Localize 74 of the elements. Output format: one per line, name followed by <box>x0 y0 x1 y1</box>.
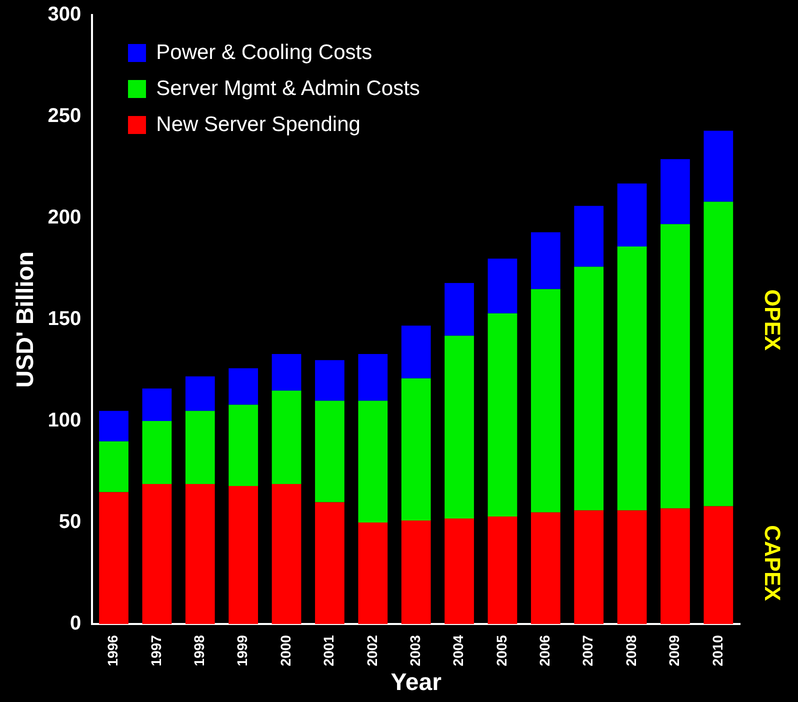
x-tick-label: 2001 <box>320 634 337 666</box>
bar <box>99 492 128 624</box>
bar <box>617 510 647 624</box>
y-tick-label: 100 <box>48 410 82 432</box>
y-tick-label: 0 <box>70 612 82 635</box>
x-tick-label: 2008 <box>622 634 639 666</box>
bar <box>99 410 128 442</box>
x-tick-label: 2000 <box>277 634 294 666</box>
x-tick-label: 1998 <box>191 634 207 666</box>
x-tick-label: 2005 <box>493 634 510 666</box>
bar <box>574 510 604 624</box>
bar <box>574 206 604 267</box>
legend-label: Power & Cooling Costs <box>156 41 372 65</box>
bar <box>530 512 560 624</box>
y-tick-label: 300 <box>48 4 82 26</box>
bar <box>142 421 172 484</box>
bar <box>99 441 128 492</box>
bar <box>488 516 518 624</box>
y-tick-label: 150 <box>48 308 82 330</box>
bar <box>704 202 734 506</box>
bar <box>444 282 474 336</box>
bar <box>401 520 431 624</box>
bar <box>617 246 647 510</box>
bar <box>142 388 172 422</box>
bar <box>530 232 560 290</box>
bar <box>530 289 560 512</box>
y-tick-label: 250 <box>48 105 82 128</box>
legend-label: New Server Spending <box>156 113 360 137</box>
bar <box>272 354 302 391</box>
bar <box>401 378 431 521</box>
bar <box>660 224 690 508</box>
bar <box>185 410 215 484</box>
bar <box>185 484 215 624</box>
x-tick-label: 2010 <box>709 634 726 666</box>
bar <box>228 486 258 624</box>
legend-label: Server Mgmt & Admin Costs <box>156 77 420 101</box>
bar <box>358 522 388 624</box>
text: OPEX <box>759 288 785 350</box>
bar <box>315 400 344 502</box>
bar <box>488 313 518 516</box>
x-tick-label: 1999 <box>234 634 250 666</box>
x-tick-label: 2004 <box>450 634 466 666</box>
bar <box>401 326 431 378</box>
bar <box>272 390 302 484</box>
bar <box>444 336 474 518</box>
x-tick-label: 1996 <box>104 634 121 666</box>
bar <box>574 266 604 510</box>
bar <box>185 376 215 411</box>
x-tick-label: 2007 <box>580 634 596 666</box>
bar <box>488 258 518 314</box>
bar <box>617 184 647 246</box>
bar <box>228 368 258 405</box>
y-axis-title: USD' Billion <box>12 251 40 388</box>
bar <box>660 508 690 624</box>
bar <box>228 404 258 486</box>
bar <box>444 518 474 624</box>
x-tick-label: 2003 <box>406 634 423 666</box>
y-tick-label: 50 <box>58 511 82 534</box>
bar <box>315 502 344 624</box>
y-tick-label: 200 <box>48 206 82 229</box>
x-tick-label: 2006 <box>536 634 553 666</box>
bar <box>704 506 734 624</box>
x-tick-label: 2002 <box>364 634 380 666</box>
bar <box>315 360 344 401</box>
bar <box>660 159 690 224</box>
text: CAPEX <box>759 525 785 602</box>
bar <box>142 484 172 624</box>
bar <box>704 130 734 202</box>
bar <box>358 354 388 401</box>
x-axis-title: Year <box>390 669 442 696</box>
x-tick-label: 1997 <box>148 634 164 666</box>
bar <box>272 484 302 624</box>
bar <box>358 400 388 523</box>
x-tick-label: 2009 <box>666 634 682 666</box>
